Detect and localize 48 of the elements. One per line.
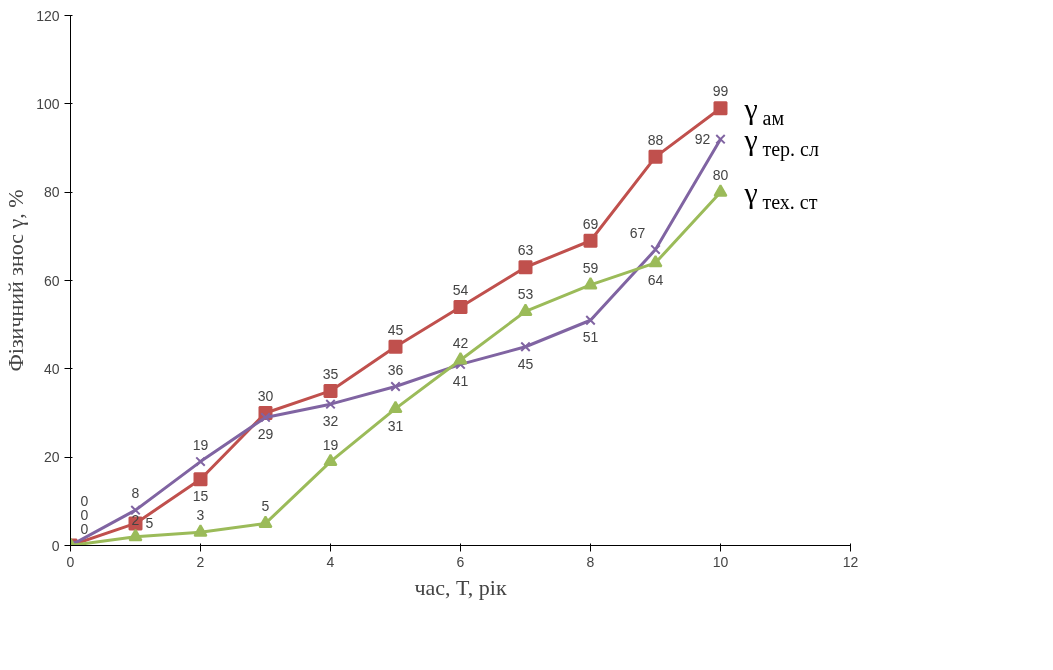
data-label: 92 [694,131,711,148]
x-tick-label: 2 [196,553,205,570]
data-label: 42 [452,335,469,351]
x-tick-label: 8 [586,553,595,570]
data-label: 35 [322,365,339,382]
data-label: 80 [712,167,729,184]
data-label: 59 [582,259,599,276]
x-axis-title: час, T, рік [414,574,507,600]
data-label: 36 [387,361,404,378]
y-tick-label: 100 [36,95,60,112]
y-tick-label: 0 [51,537,60,554]
data-label: 5 [145,515,154,532]
y-axis-title: Фізичний знос γ, % [3,189,29,372]
data-label: 88 [647,131,664,148]
data-label: 0 [80,492,89,509]
y-tick-label: 20 [43,449,60,466]
y-tick-label: 40 [43,360,60,377]
data-label: 45 [517,355,534,372]
data-label: 5 [261,498,270,515]
x-tick-label: 10 [712,553,729,570]
x-tick-label: 0 [66,553,75,570]
data-label: 45 [387,321,404,338]
data-label: 54 [452,282,469,298]
y-tick-label: 80 [43,184,60,201]
data-label: 41 [452,373,469,390]
data-label: 0 [80,520,89,537]
x-tick-label: 4 [326,553,335,570]
x-tick-label: 6 [456,553,465,570]
data-label: 63 [517,242,534,259]
data-label: 19 [322,436,339,453]
data-label: 30 [257,388,274,404]
data-label: 69 [582,215,599,232]
data-label: 31 [387,417,404,434]
data-label: 51 [582,329,599,346]
x-tick-label: 12 [842,553,859,570]
data-label: 19 [192,436,209,453]
data-label: 0 [80,506,89,523]
data-label: 15 [192,488,209,505]
data-label: 67 [629,224,646,241]
y-tick-label: 120 [36,7,60,24]
y-tick-label: 60 [43,272,60,289]
data-label: 53 [517,286,534,303]
data-label: 3 [196,507,205,524]
data-label: 8 [131,485,140,502]
data-label: 99 [712,83,729,100]
data-label: 29 [257,426,274,443]
data-label: 32 [322,413,339,430]
data-label: 64 [647,271,664,288]
